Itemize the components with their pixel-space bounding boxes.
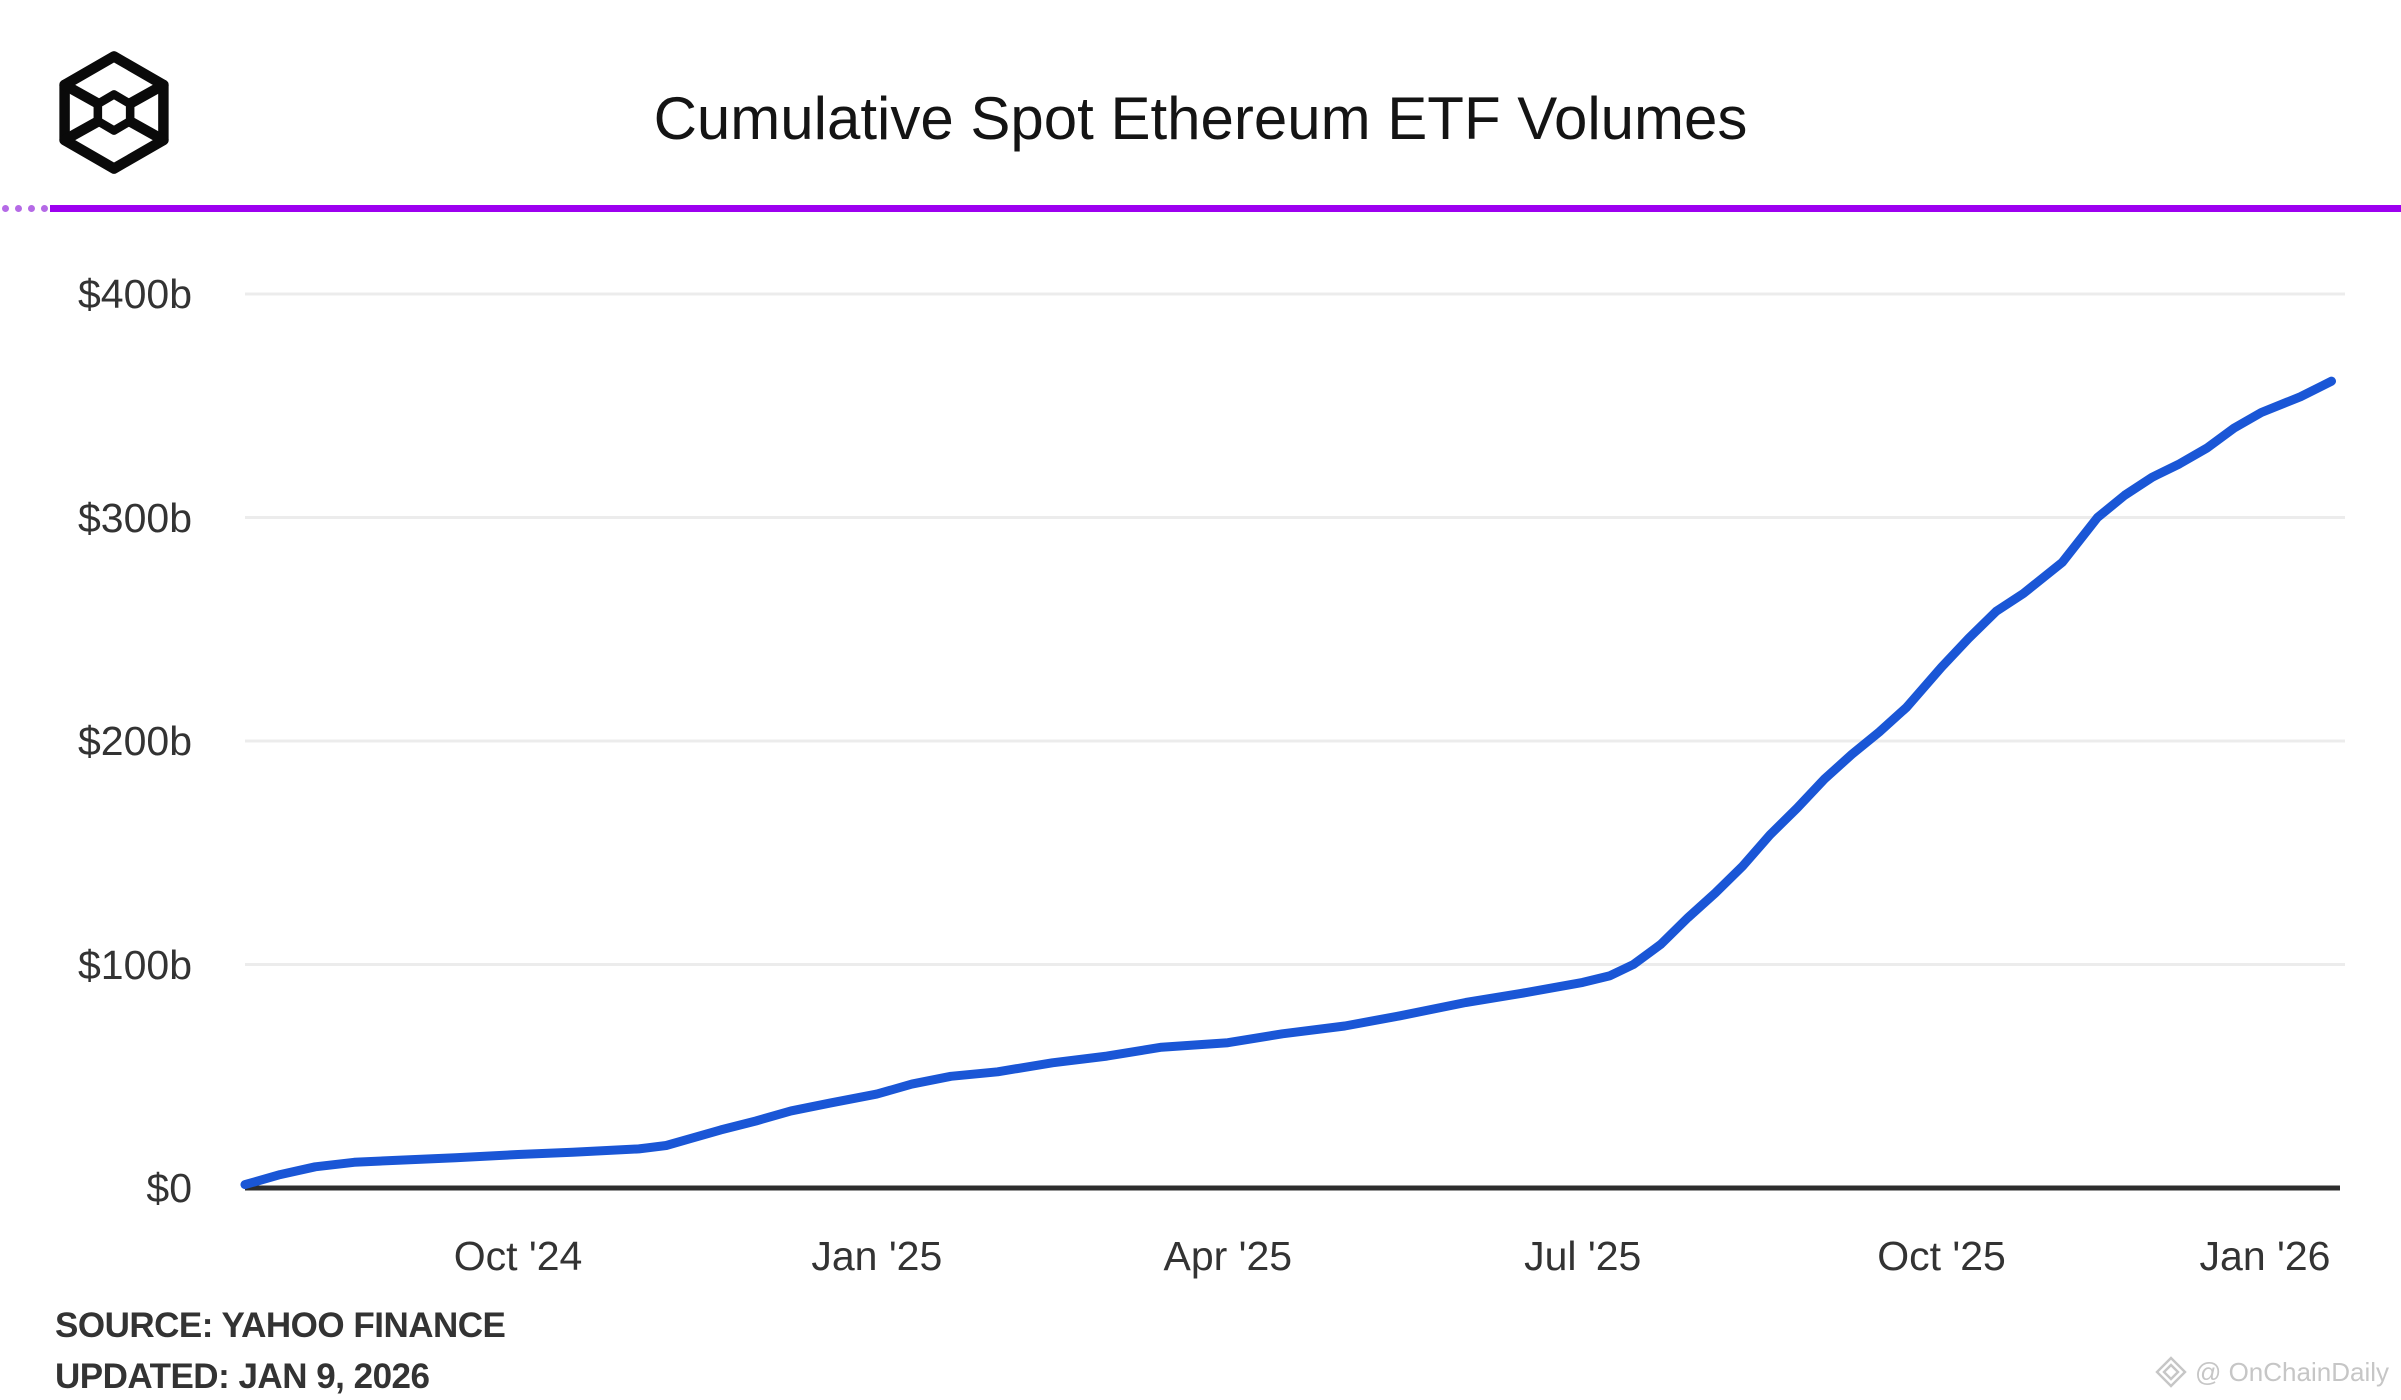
diamond-ornament-icon: [2155, 1356, 2187, 1388]
updated-note: UPDATED: JAN 9, 2026: [55, 1357, 430, 1396]
cumulative-volume-line: [240, 376, 2336, 1190]
source-note: SOURCE: YAHOO FINANCE: [55, 1306, 506, 1345]
y-tick-label: $0: [146, 1165, 192, 1211]
x-tick-label: Jul '25: [1524, 1233, 1642, 1279]
y-tick-label: $400b: [77, 271, 192, 317]
watermark-text: @ OnChainDaily: [2194, 1356, 2389, 1387]
x-tick-label: Oct '24: [453, 1233, 583, 1279]
y-tick-label: $300b: [77, 494, 192, 541]
y-tick-label: $100b: [77, 941, 192, 988]
x-tick-label: Oct '25: [1877, 1233, 2006, 1279]
x-tick-label: Apr '25: [1163, 1233, 1293, 1279]
purple-divider: [50, 205, 2401, 212]
onchain-cube-logo-icon: [57, 50, 171, 175]
y-tick-label: $200b: [77, 718, 192, 764]
page-title: Cumulative Spot Ethereum ETF Volumes: [653, 85, 1748, 152]
watermark: @ OnChainDaily: [2155, 1352, 2393, 1392]
x-tick-label: Jan '25: [811, 1233, 943, 1279]
divider-dotted-left: [2, 205, 48, 212]
x-tick-label: Jan '26: [2199, 1233, 2331, 1279]
